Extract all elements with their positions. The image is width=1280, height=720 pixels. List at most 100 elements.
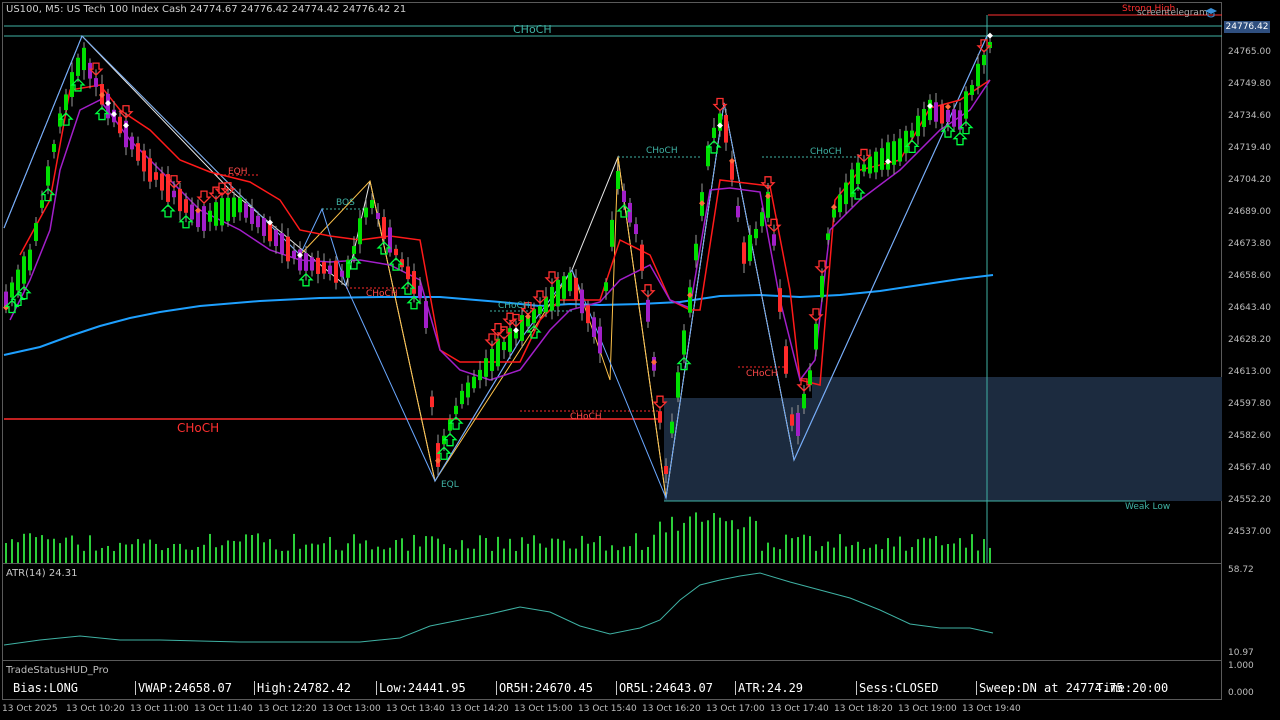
candle-body bbox=[178, 188, 182, 212]
candle-body bbox=[418, 285, 422, 299]
candle-body bbox=[814, 323, 818, 350]
candle-body bbox=[532, 309, 536, 323]
candle-body bbox=[586, 305, 590, 324]
time-axis-label: 13 Oct 16:20 bbox=[642, 704, 701, 714]
candle-body bbox=[352, 246, 356, 254]
price-axis-label: 24628.20 bbox=[1228, 335, 1271, 345]
candle-body bbox=[646, 299, 650, 322]
candle-body bbox=[970, 85, 974, 95]
candle-body bbox=[436, 443, 440, 467]
candle-body bbox=[430, 396, 434, 408]
candle-body bbox=[166, 174, 170, 202]
atr-indicator-label: ATR(14) 24.31 bbox=[6, 568, 78, 579]
candle-body bbox=[376, 212, 380, 220]
signal-diamond-icon bbox=[885, 158, 891, 165]
buy-arrow-icon bbox=[16, 285, 32, 300]
candle-body bbox=[268, 223, 272, 242]
sell-arrow-icon bbox=[808, 308, 824, 322]
time-axis-label: 13 Oct 15:00 bbox=[514, 704, 573, 714]
candle-body bbox=[694, 243, 698, 261]
candle-body bbox=[136, 143, 140, 161]
candle-body bbox=[82, 47, 86, 71]
hud-separator bbox=[735, 681, 736, 695]
signal-diamond-icon bbox=[267, 219, 273, 226]
candle-body bbox=[748, 234, 752, 262]
signal-diamond-icon bbox=[513, 327, 519, 334]
buy-arrow-icon bbox=[436, 446, 452, 460]
candle-body bbox=[730, 160, 734, 180]
candle-body bbox=[892, 141, 896, 165]
hud-scale-top: 1.000 bbox=[1228, 661, 1254, 671]
time-axis-label: 13 Oct 18:20 bbox=[834, 704, 893, 714]
candle-body bbox=[622, 190, 626, 203]
supertrend-line bbox=[19, 79, 991, 386]
sell-arrow-icon bbox=[760, 176, 776, 190]
sell-arrow-icon bbox=[766, 218, 782, 233]
candle-body bbox=[718, 113, 722, 131]
candle-body bbox=[862, 164, 866, 172]
buy-arrow-icon bbox=[40, 187, 56, 202]
candle-body bbox=[502, 341, 506, 351]
candle-body bbox=[496, 338, 500, 367]
candle-body bbox=[664, 466, 668, 474]
candle-body bbox=[598, 326, 602, 354]
candle-body bbox=[742, 242, 746, 264]
choch-mid6-label: CHoCH bbox=[746, 369, 778, 379]
symbol-info-header: US100, M5: US Tech 100 Index Cash 24774.… bbox=[6, 4, 407, 15]
choch-mid1-label: CHoCH bbox=[366, 289, 398, 299]
choch-mid3-label: CHoCH bbox=[570, 412, 602, 422]
candle-body bbox=[844, 182, 848, 205]
sell-arrow-icon bbox=[976, 39, 992, 53]
buy-arrow-icon bbox=[904, 139, 920, 154]
signal-diamond-icon bbox=[687, 292, 693, 299]
buy-arrow-icon bbox=[178, 214, 194, 229]
price-axis-label: 24613.00 bbox=[1228, 367, 1271, 377]
eql-label: EQL bbox=[441, 480, 459, 490]
candle-body bbox=[208, 210, 212, 222]
candle-body bbox=[142, 150, 146, 172]
hud-indicator-panel[interactable] bbox=[2, 660, 1222, 700]
choch-top-label: CHoCH bbox=[513, 23, 552, 36]
buy-arrow-icon bbox=[406, 295, 422, 310]
candle-body bbox=[244, 203, 248, 218]
signal-diamond-icon bbox=[717, 122, 723, 129]
candle-body bbox=[202, 206, 206, 231]
candle-body bbox=[928, 99, 932, 121]
price-axis-label: 24643.40 bbox=[1228, 303, 1271, 313]
weak-low-label: Weak Low bbox=[1125, 502, 1170, 512]
candle-body bbox=[682, 330, 686, 355]
candle-body bbox=[940, 104, 944, 124]
sell-arrow-icon bbox=[214, 182, 230, 197]
hud-separator bbox=[496, 681, 497, 695]
buy-arrow-icon bbox=[448, 416, 464, 430]
candle-body bbox=[226, 197, 230, 222]
candle-body bbox=[514, 329, 518, 339]
graduation-cap-icon bbox=[1205, 8, 1217, 18]
candlesticks-group bbox=[4, 32, 992, 483]
sell-arrow-icon bbox=[814, 260, 830, 274]
candle-body bbox=[76, 57, 80, 76]
candle-body bbox=[916, 115, 920, 137]
candle-body bbox=[358, 218, 362, 245]
candle-body bbox=[538, 306, 542, 314]
candle-body bbox=[34, 222, 38, 242]
candle-body bbox=[262, 218, 266, 236]
candle-body bbox=[340, 270, 344, 277]
candle-body bbox=[922, 109, 926, 127]
choch-mid5-label: CHoCH bbox=[810, 147, 842, 157]
buy-arrow-icon bbox=[388, 257, 404, 271]
candle-body bbox=[4, 291, 8, 309]
candle-body bbox=[556, 279, 560, 307]
candle-body bbox=[472, 376, 476, 389]
buy-arrow-icon bbox=[952, 131, 968, 146]
time-axis-label: 13 Oct 12:20 bbox=[258, 704, 317, 714]
time-axis-label: 13 Oct 14:20 bbox=[450, 704, 509, 714]
eqh-label: EQH bbox=[228, 167, 248, 177]
candle-body bbox=[574, 277, 578, 300]
candle-body bbox=[484, 358, 488, 377]
candle-body bbox=[148, 158, 152, 182]
atr-line bbox=[3, 572, 994, 646]
sell-arrow-icon bbox=[640, 284, 656, 298]
candle-body bbox=[310, 257, 314, 271]
